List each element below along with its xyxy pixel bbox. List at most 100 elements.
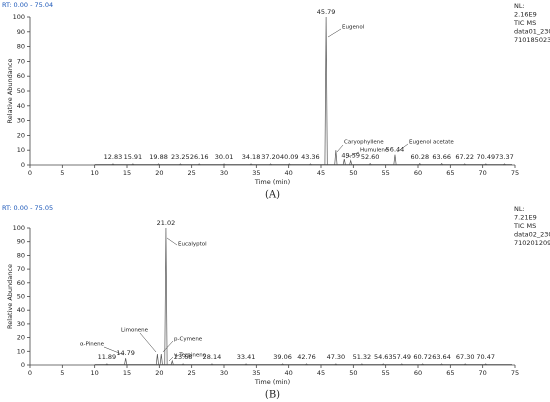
y-axis-label: Relative Abundance [6,264,14,329]
peak-label: 47.30 [327,353,346,361]
y-tick-label: 30 [17,320,25,328]
y-tick-label: 20 [17,131,25,139]
x-tick-label: 20 [155,369,163,377]
annotation-leader [327,28,342,38]
peak-label: 11.89 [98,353,117,361]
peak [334,363,338,366]
x-tick-label: 25 [188,369,196,377]
peak [308,163,312,166]
x-tick-label: 15 [123,369,131,377]
peak [349,159,353,166]
y-tick-label: 100 [13,13,25,21]
x-tick-label: 35 [252,169,260,177]
annotation-leader [162,340,174,353]
peak [170,359,174,366]
x-tick-label: 70 [479,369,487,377]
header: RT: 0.00 - 75.04 [2,1,53,9]
y-tick-label: 10 [17,347,25,355]
x-tick-label: 10 [91,169,99,177]
peak [463,163,467,166]
y-tick-label: 90 [17,238,25,246]
peak-label: 63.66 [432,153,451,161]
peak [360,363,364,366]
compound-label: Eugenol [342,25,365,31]
x-axis-label: Time (min) [254,378,290,386]
info-line: NL: [514,205,525,213]
x-tick-label: 50 [349,369,357,377]
peak [418,162,422,166]
peak-label: 70.47 [476,353,495,361]
peak-label: 14.79 [116,349,135,357]
x-tick-label: 20 [155,169,163,177]
peak [463,363,467,366]
x-tick-label: 75 [511,369,519,377]
peak [440,162,444,166]
info-line: TIC MS [513,19,536,27]
x-tick-label: 65 [446,369,454,377]
info-line: 710185023 [514,36,550,44]
annotation-leader [345,151,360,159]
y-axis-label: Relative Abundance [6,59,14,124]
peak [334,150,338,166]
x-tick-label: 25 [188,169,196,177]
x-axis-label: Time (min) [254,178,290,186]
peak-label: 63.64 [432,353,451,361]
peak [342,159,346,166]
peak-label: 57.49 [392,353,411,361]
peak [400,363,404,366]
peak [181,363,185,366]
peak [440,363,443,366]
compound-label: Eucalyptol [178,242,207,248]
annotation-leader [168,356,174,362]
peak-label: 51.32 [353,353,372,361]
compound-label: Eugenol acetate [409,140,454,146]
peak [178,163,182,166]
info-line: TIC MS [513,222,536,230]
annotation-leader [139,332,157,353]
x-tick-label: 0 [28,169,32,177]
peak [324,16,328,166]
compound-label: p-Cymene [174,337,203,343]
peak-label: 56.44 [386,146,405,154]
peak [210,363,214,366]
compound-label: γ-Terpinene [174,353,207,359]
peak [269,163,273,166]
caption: (B) [265,390,280,401]
peak [157,163,161,166]
x-tick-label: 65 [446,169,454,177]
x-tick-label: 70 [479,169,487,177]
peak-label: 15.91 [124,153,143,161]
info-line: 7.21E9 [514,214,537,222]
peak-label: 73.37 [495,153,514,161]
y-tick-label: 60 [17,72,25,80]
peak-label: 34.18 [242,153,261,161]
info-line: 710201209 [514,239,550,247]
peak-label: 39.06 [273,353,292,361]
peak-label: 37.20 [261,153,280,161]
peak [421,363,425,366]
y-tick-label: 70 [17,57,25,65]
compound-label: Caryophyllene [344,140,384,146]
y-tick-label: 50 [17,87,25,95]
info-line: 2.16E9 [514,11,537,19]
info-line: data01_230 [514,28,550,36]
y-tick-label: 100 [13,224,25,232]
peak [131,163,135,166]
peak-label: 54.63 [374,353,393,361]
x-tick-label: 30 [220,169,228,177]
info-line: NL: [514,2,525,10]
peak [287,163,291,166]
y-tick-label: 40 [17,306,25,314]
peak-label: 40.09 [280,153,299,161]
peak [484,363,488,366]
peak [503,163,506,166]
x-tick-label: 10 [91,369,99,377]
peak-label: 42.76 [297,353,316,361]
x-tick-label: 40 [285,369,293,377]
x-tick-label: 0 [28,369,32,377]
annotation-leader [336,144,344,153]
peak-label: 30.01 [215,153,234,161]
peak-label: 60.72 [413,353,432,361]
compound-label: Limonene [121,328,149,334]
